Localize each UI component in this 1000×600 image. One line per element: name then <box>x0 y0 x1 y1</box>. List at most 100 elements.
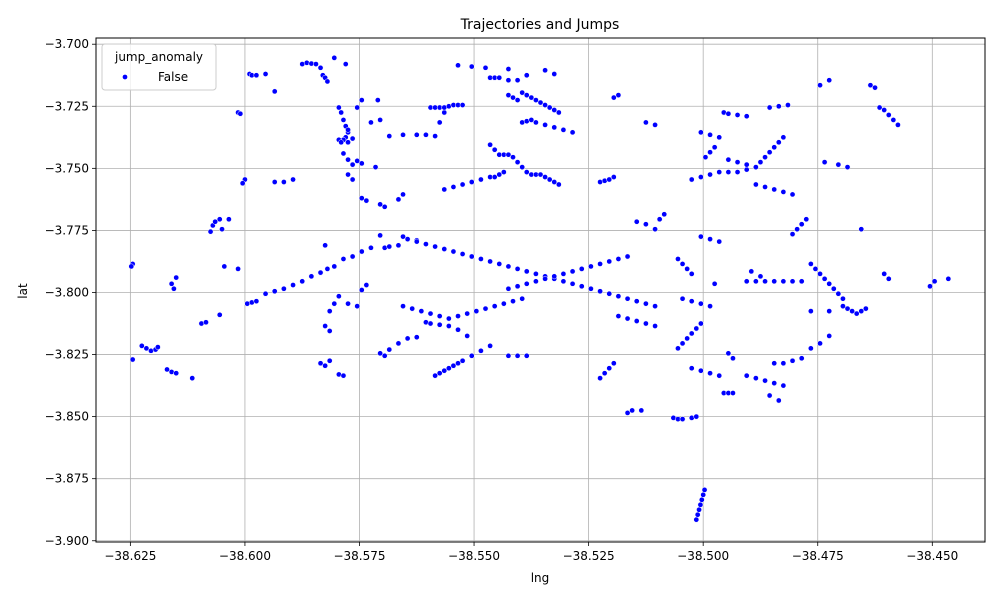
data-point <box>610 174 617 180</box>
data-point <box>281 179 287 185</box>
data-point <box>363 197 370 204</box>
data-point <box>643 119 649 126</box>
y-tick-label: −3.700 <box>45 37 89 51</box>
data-point <box>610 94 617 101</box>
data-point <box>725 110 732 117</box>
data-point <box>436 370 443 377</box>
data-point <box>730 355 736 362</box>
data-point <box>345 156 351 163</box>
data-point <box>207 228 214 235</box>
data-point <box>803 216 810 223</box>
data-point <box>753 181 759 188</box>
data-point <box>189 375 196 381</box>
data-point <box>844 305 851 312</box>
data-point <box>519 164 526 170</box>
data-point <box>835 290 842 297</box>
data-point <box>459 181 466 188</box>
data-point <box>303 59 310 66</box>
data-point <box>331 263 338 270</box>
data-point <box>830 285 837 292</box>
data-point <box>331 55 338 61</box>
data-point <box>597 375 603 381</box>
data-point <box>542 122 548 128</box>
data-point <box>290 176 296 183</box>
data-point <box>743 372 750 379</box>
data-point <box>395 340 402 347</box>
data-point <box>780 360 787 367</box>
data-point <box>354 104 361 111</box>
data-point <box>510 94 516 101</box>
data-point <box>496 74 503 81</box>
data-point <box>688 271 695 277</box>
data-point <box>780 382 787 389</box>
data-point <box>725 169 732 175</box>
data-point <box>271 179 278 185</box>
data-point <box>482 64 489 71</box>
data-point <box>789 278 796 285</box>
data-point <box>578 283 585 290</box>
data-point <box>707 236 713 242</box>
data-point <box>700 491 707 498</box>
data-point <box>753 164 759 170</box>
data-point <box>789 191 796 198</box>
data-point <box>771 380 778 386</box>
data-point <box>560 278 567 285</box>
data-point <box>523 169 530 175</box>
data-point <box>629 407 635 414</box>
data-point <box>528 94 535 101</box>
data-point <box>694 511 701 518</box>
data-point <box>464 310 471 317</box>
data-point <box>872 84 878 91</box>
data-point <box>537 99 544 106</box>
data-point <box>698 367 704 374</box>
data-point <box>679 261 686 267</box>
data-point <box>381 352 388 359</box>
data-point <box>698 174 704 180</box>
data-point <box>505 77 512 84</box>
data-point <box>129 356 136 363</box>
data-point <box>844 164 851 170</box>
data-point <box>826 333 833 339</box>
data-point <box>762 278 768 285</box>
data-point <box>395 196 402 203</box>
data-point <box>505 92 512 98</box>
data-point <box>377 117 383 123</box>
data-point <box>423 241 429 247</box>
data-point <box>775 139 782 146</box>
data-point <box>400 131 406 138</box>
data-point <box>432 133 438 139</box>
y-axis-ticks: −3.900 −3.875 −3.850 −3.825 −3.800 −3.775 −3.7… <box>45 37 96 548</box>
data-point <box>885 275 892 282</box>
data-point <box>643 320 649 327</box>
data-point <box>812 266 819 272</box>
data-point <box>216 311 223 318</box>
x-tick-label: −38.575 <box>333 549 385 563</box>
data-point <box>684 335 690 342</box>
data-point <box>853 310 860 317</box>
data-point <box>338 139 345 146</box>
data-point <box>523 72 530 79</box>
data-point <box>858 308 865 314</box>
data-point <box>780 189 787 195</box>
data-point <box>766 104 773 111</box>
data-point <box>863 305 869 312</box>
data-point <box>386 133 393 139</box>
data-point <box>808 261 814 267</box>
data-point <box>698 320 704 327</box>
data-point <box>766 392 773 399</box>
data-point <box>743 113 750 120</box>
data-point <box>734 112 741 118</box>
data-point <box>817 82 823 89</box>
data-point <box>789 231 796 237</box>
x-axis-ticks: −38.625 −38.600 −38.575 −38.550 −38.525 −38.5… <box>104 542 958 563</box>
data-point <box>455 313 461 319</box>
data-point <box>707 370 713 377</box>
data-point <box>766 149 773 156</box>
data-point <box>336 104 342 111</box>
data-point <box>468 63 475 70</box>
data-point <box>606 258 613 265</box>
data-point <box>826 280 833 287</box>
data-point <box>400 303 406 309</box>
data-point <box>615 256 622 262</box>
